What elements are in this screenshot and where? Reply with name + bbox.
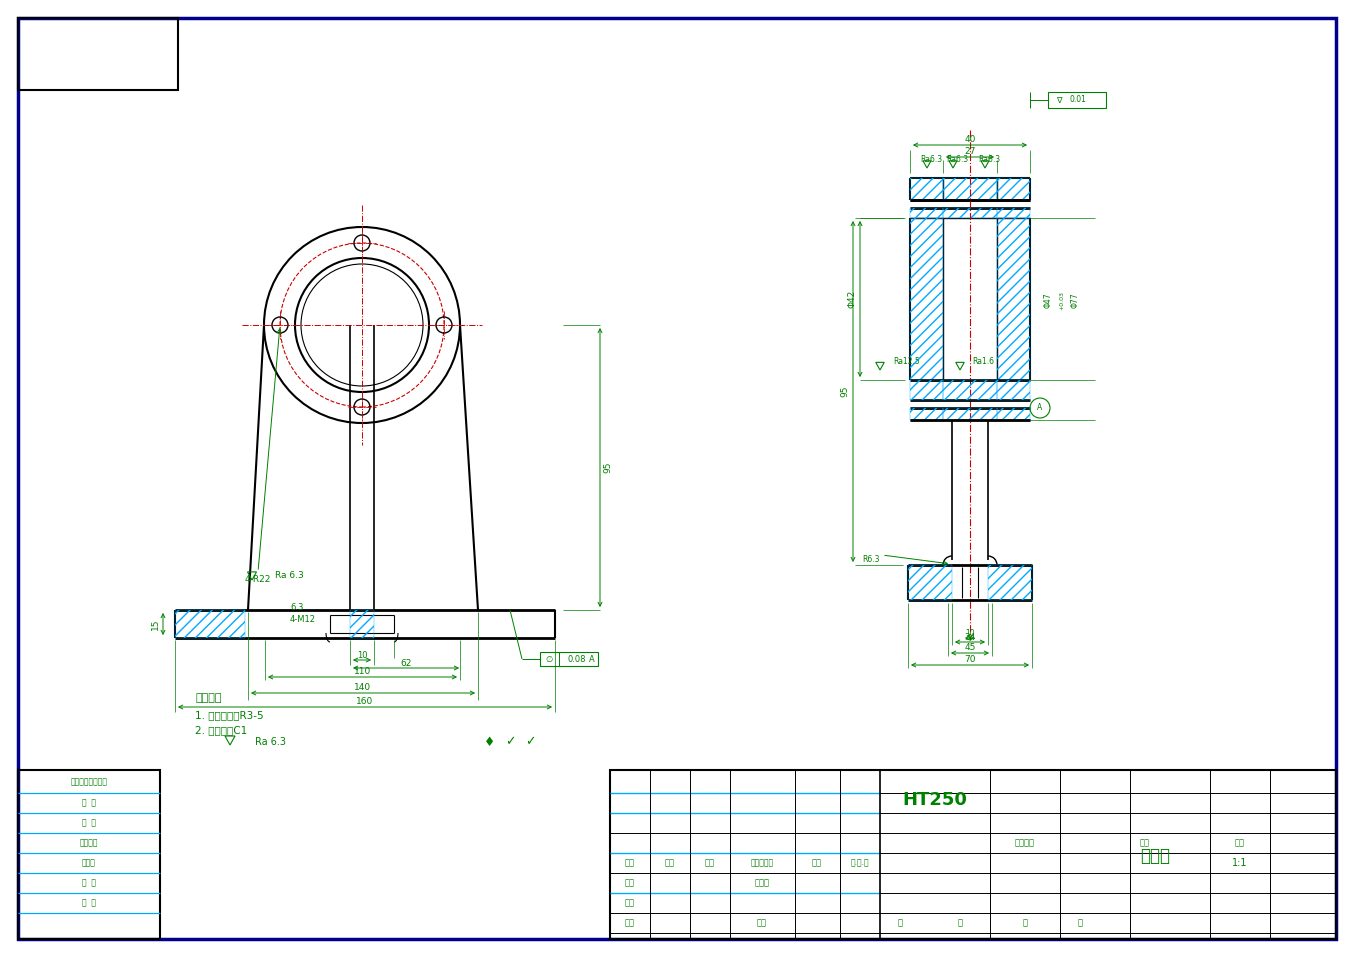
Text: 设计: 设计 (626, 879, 635, 887)
Text: A: A (589, 655, 594, 663)
Bar (175, 610, 245, 638)
Text: 日底图号: 日底图号 (80, 838, 99, 848)
Bar (942, 408, 997, 420)
Text: 140: 140 (355, 683, 371, 693)
Text: 70: 70 (964, 656, 976, 664)
Bar (349, 610, 374, 638)
Bar (997, 178, 1030, 200)
Text: 27: 27 (964, 147, 976, 157)
Text: 处数: 处数 (665, 858, 676, 867)
Bar (942, 178, 997, 200)
Bar (910, 178, 942, 200)
Text: 工艺: 工艺 (626, 919, 635, 927)
Bar (540, 652, 598, 666)
Text: Φ77: Φ77 (1071, 292, 1079, 308)
Text: 张: 张 (1078, 919, 1082, 927)
Text: 95: 95 (841, 386, 849, 397)
Text: 共: 共 (898, 919, 903, 927)
Bar (997, 218, 1030, 380)
Text: 比例: 比例 (1235, 838, 1244, 848)
Bar (18, 770, 160, 939)
Text: 10: 10 (356, 651, 367, 659)
Text: Ra 6.3: Ra 6.3 (275, 571, 303, 581)
Text: Ra 6.3: Ra 6.3 (255, 737, 286, 747)
Bar (611, 770, 1336, 939)
Text: 标记: 标记 (626, 858, 635, 867)
Bar (909, 565, 952, 600)
Bar (997, 208, 1030, 218)
Text: 年.月.日: 年.月.日 (850, 858, 869, 867)
Text: ✓: ✓ (525, 736, 535, 748)
Text: ✓: ✓ (505, 736, 516, 748)
Text: 0.01: 0.01 (1070, 96, 1086, 104)
Text: 6.3: 6.3 (290, 603, 303, 612)
Text: 标准化: 标准化 (754, 879, 769, 887)
Text: Ra6.3: Ra6.3 (919, 155, 942, 165)
Bar (997, 380, 1030, 400)
Text: Φ42: Φ42 (848, 290, 857, 308)
Text: R6.3: R6.3 (862, 555, 880, 565)
Text: 签名: 签名 (812, 858, 822, 867)
Text: 底图号: 底图号 (83, 858, 96, 867)
Text: 阶限标记: 阶限标记 (1016, 838, 1034, 848)
Text: 4-M12: 4-M12 (290, 615, 315, 625)
Text: 第: 第 (1022, 919, 1028, 927)
Text: 张: 张 (957, 919, 963, 927)
Bar (910, 208, 942, 218)
Text: 4-R22: 4-R22 (245, 575, 271, 585)
Text: 册（副）相件登记: 册（副）相件登记 (70, 777, 107, 786)
Text: 描  绘: 描 绘 (83, 818, 96, 828)
Text: 40: 40 (964, 136, 976, 145)
Text: 45: 45 (964, 643, 976, 653)
Text: Ra6.3: Ra6.3 (978, 155, 1001, 165)
Text: 描绘: 描绘 (757, 919, 766, 927)
Text: ∇: ∇ (1056, 96, 1062, 104)
Text: A: A (1037, 404, 1043, 412)
Bar (942, 380, 997, 400)
Text: 0.08: 0.08 (567, 655, 586, 663)
Text: 34: 34 (964, 633, 976, 641)
Bar (910, 218, 942, 380)
Text: 10: 10 (965, 629, 975, 637)
Text: 技术要求: 技术要求 (195, 693, 222, 703)
Text: Φ47: Φ47 (1044, 292, 1052, 308)
Text: 62: 62 (401, 658, 412, 667)
Text: +0.03: +0.03 (1059, 291, 1064, 309)
Text: 更改文件号: 更改文件号 (750, 858, 773, 867)
Bar (942, 208, 997, 218)
Text: 2. 未注倒角C1: 2. 未注倒角C1 (195, 725, 248, 735)
Text: Ra12.5: Ra12.5 (894, 358, 919, 367)
Text: HT250: HT250 (903, 791, 968, 809)
Text: 签  字: 签 字 (83, 879, 96, 887)
Bar (988, 565, 1032, 600)
Bar (997, 408, 1030, 420)
Bar (910, 380, 942, 400)
Text: 1:1: 1:1 (1232, 858, 1248, 868)
Text: 分区: 分区 (705, 858, 715, 867)
Text: 110: 110 (353, 667, 371, 677)
Text: 160: 160 (356, 698, 374, 706)
Bar (910, 408, 942, 420)
Bar (18, 18, 177, 90)
Text: ∅: ∅ (546, 655, 552, 663)
Text: 1. 未注圆角为R3-5: 1. 未注圆角为R3-5 (195, 710, 264, 720)
Text: 轴承座: 轴承座 (1140, 847, 1170, 865)
Text: 重量: 重量 (1140, 838, 1150, 848)
Text: 15: 15 (150, 618, 160, 630)
Text: 审核: 审核 (626, 899, 635, 907)
Text: ♦: ♦ (485, 736, 496, 748)
Text: 日  期: 日 期 (83, 899, 96, 907)
Text: 签  图: 签 图 (83, 798, 96, 808)
Text: 95: 95 (604, 461, 612, 474)
Text: Ra1.6: Ra1.6 (972, 358, 994, 367)
Bar (1048, 92, 1106, 108)
Text: Ra6.3: Ra6.3 (946, 155, 968, 165)
